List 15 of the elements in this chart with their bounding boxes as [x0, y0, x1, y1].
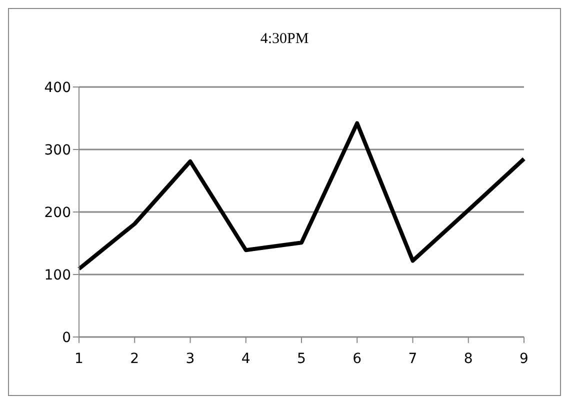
x-tick-label: 3	[186, 350, 195, 367]
x-tick-label: 6	[352, 350, 362, 367]
x-tick-label: 7	[408, 350, 418, 367]
y-tick-label: 200	[44, 204, 71, 221]
y-tick-label: 400	[44, 80, 71, 96]
x-tick-label: 9	[520, 350, 528, 367]
x-tick-label: 5	[297, 350, 306, 367]
y-tick-label: 300	[44, 142, 71, 158]
x-tick-label: 1	[74, 350, 84, 367]
x-tick-label: 4	[241, 350, 250, 367]
y-tick-label: 0	[62, 330, 71, 346]
x-tick-label: 2	[130, 350, 140, 367]
y-tick-label: 100	[44, 267, 71, 284]
chart-title: 4:30PM	[259, 31, 310, 48]
x-tick-label: 8	[464, 350, 473, 367]
